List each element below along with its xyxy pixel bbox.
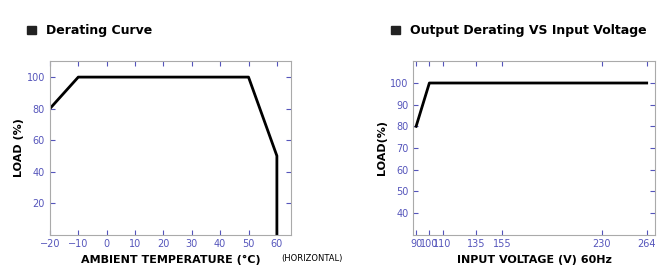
- Legend: Output Derating VS Input Voltage: Output Derating VS Input Voltage: [391, 24, 646, 37]
- X-axis label: INPUT VOLTAGE (V) 60Hz: INPUT VOLTAGE (V) 60Hz: [457, 255, 612, 265]
- X-axis label: AMBIENT TEMPERATURE (°C): AMBIENT TEMPERATURE (°C): [80, 255, 261, 265]
- Legend: Derating Curve: Derating Curve: [27, 24, 152, 37]
- Y-axis label: LOAD (%): LOAD (%): [14, 119, 24, 177]
- Text: (HORIZONTAL): (HORIZONTAL): [281, 254, 342, 263]
- Y-axis label: LOAD(%): LOAD(%): [377, 121, 387, 175]
